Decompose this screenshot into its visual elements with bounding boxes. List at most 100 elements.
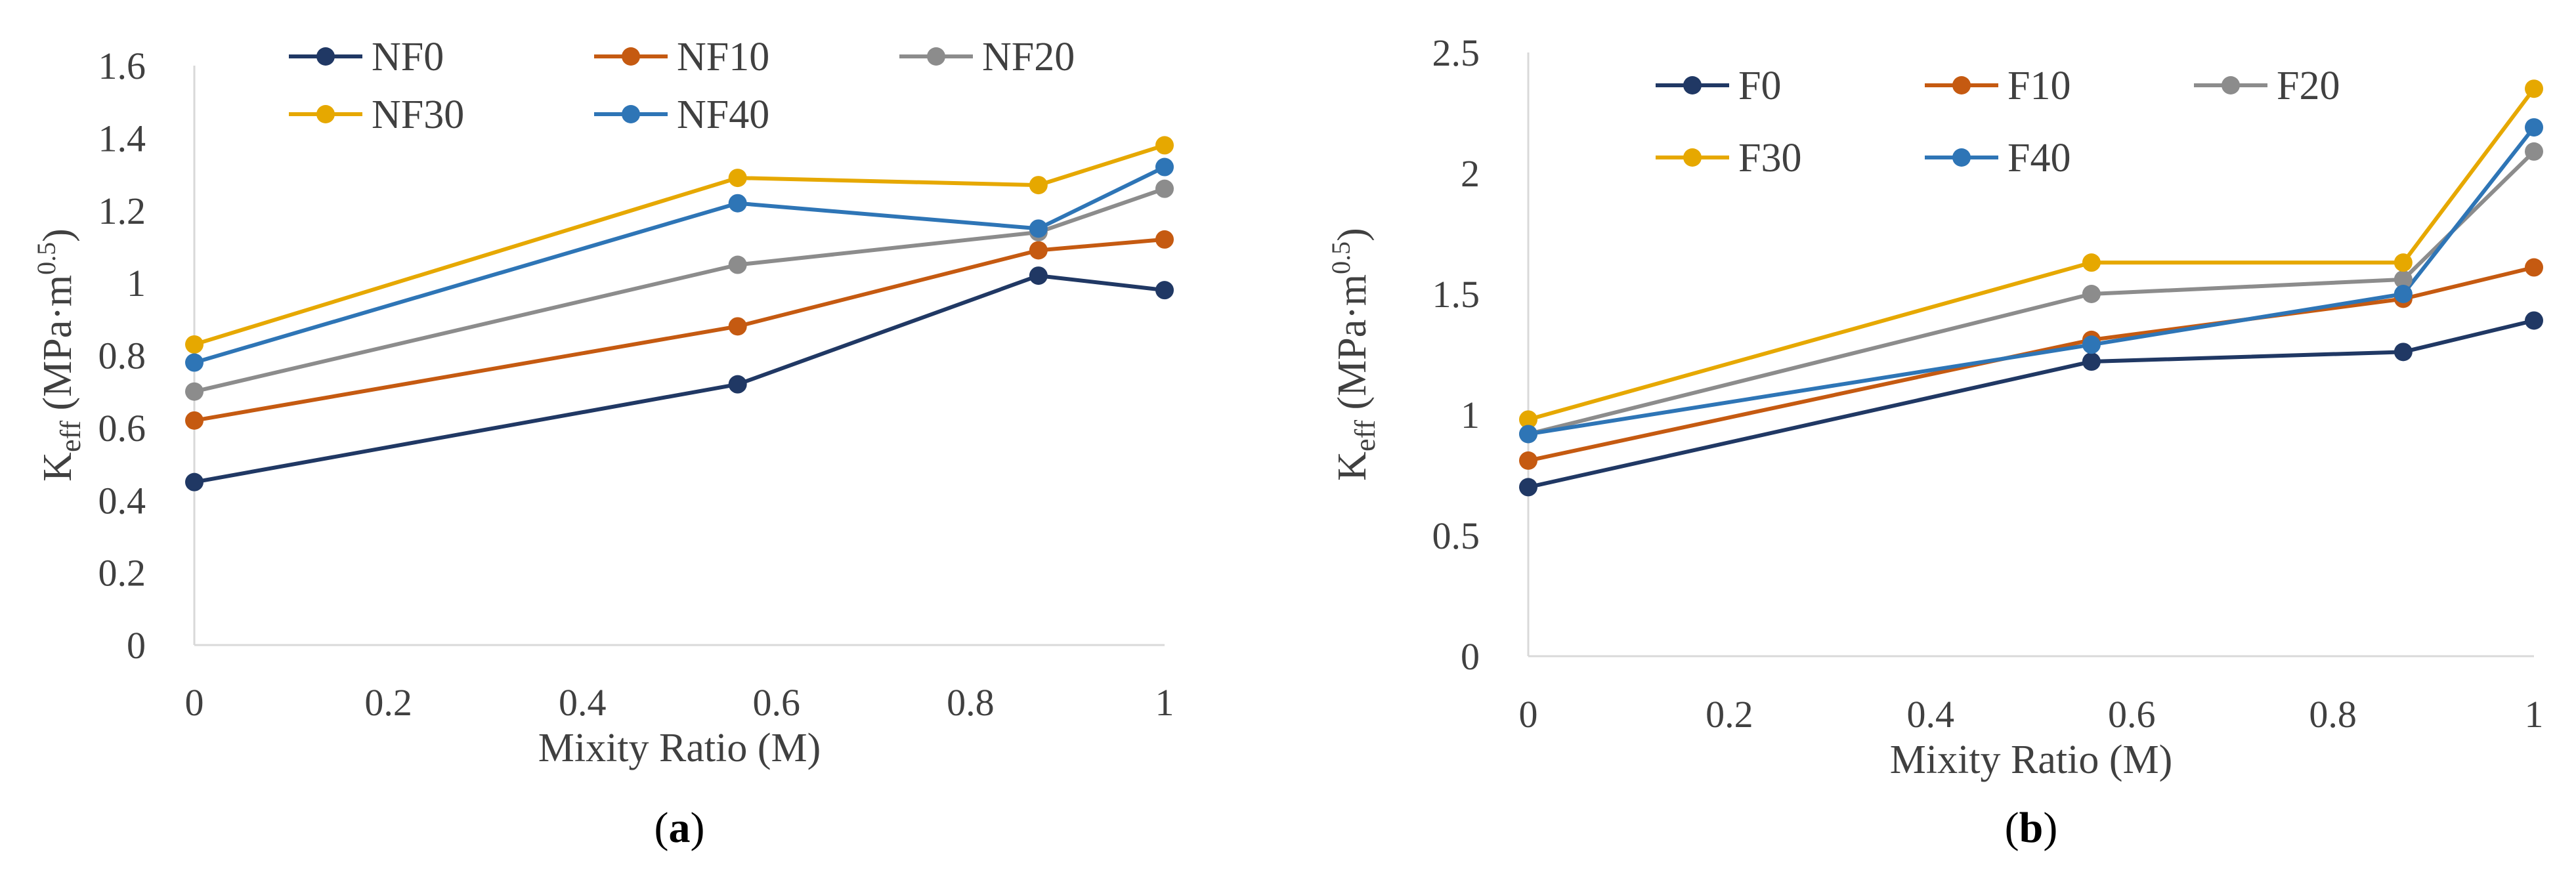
- data-point-nf30: [1155, 136, 1174, 155]
- y-tick-label: 0.6: [98, 407, 146, 449]
- legend-label-f0: F0: [1738, 64, 1781, 108]
- chart-panel-a: 0 0.2 0.4 0.6 0.8 1 1.2 1.4 1.6 0 0.2 0.4 0.6 0.8 1 Mix…: [32, 35, 1174, 852]
- series-line-nf10: [194, 237, 1165, 423]
- x-tick-label: 0.8: [2309, 693, 2357, 736]
- y-tick-label: 0.4: [98, 479, 146, 522]
- x-tick-label: 0.6: [753, 681, 801, 724]
- x-tick-label: 0.2: [364, 681, 412, 724]
- legend-marker-f20: [2222, 76, 2240, 94]
- data-point-nf30: [728, 169, 747, 188]
- legend-label-nf40: NF40: [677, 93, 769, 137]
- data-point-f0: [2082, 352, 2101, 371]
- data-point-f40: [2082, 335, 2101, 354]
- x-tick-label: 1: [1155, 681, 1174, 724]
- data-point-f30: [2082, 253, 2101, 272]
- y-axis-title-subscript: eff: [54, 421, 87, 452]
- caption-open: (: [2005, 804, 2019, 852]
- data-point-f0: [2525, 311, 2543, 330]
- legend-label-f40: F40: [2007, 136, 2071, 180]
- data-point-f30: [2525, 79, 2543, 98]
- chart-panel-b: 0 0.5 1 1.5 2 2.5 0 0.2 0.4 0.6 0.8 1 Mixity Ratio (…: [1288, 0, 2576, 878]
- legend-label-nf10: NF10: [677, 35, 769, 79]
- data-point-f20: [2525, 142, 2543, 161]
- data-point-nf20: [1155, 179, 1174, 198]
- x-tick-label: 0.6: [2108, 693, 2156, 736]
- y-tick-label: 1.6: [98, 45, 146, 87]
- data-point-f40: [2525, 118, 2543, 137]
- panel-caption: (b): [2005, 804, 2058, 852]
- series-line-nf40: [194, 165, 1166, 365]
- data-point-nf40: [185, 353, 204, 372]
- legend-label-nf20: NF20: [982, 35, 1075, 79]
- y-tick-label: 0: [127, 624, 146, 667]
- data-point-f20: [2082, 285, 2101, 303]
- x-tick-label: 0.4: [1907, 693, 1955, 736]
- legend-label-nf30: NF30: [372, 93, 464, 137]
- data-point-nf10: [1155, 230, 1174, 249]
- x-tick-label: 1: [2525, 693, 2544, 736]
- chart-a-svg: 0 0.2 0.4 0.6 0.8 1 1.2 1.4 1.6 0 0.2 0.4 0.6 0.8 1 Mix…: [32, 35, 1174, 852]
- caption-close: ): [2043, 804, 2057, 852]
- data-point-f10: [2525, 258, 2543, 277]
- data-point-nf0: [1029, 266, 1048, 285]
- caption-letter: b: [2019, 804, 2044, 852]
- data-point-nf0: [1155, 281, 1174, 300]
- data-point-f40: [2394, 285, 2413, 303]
- y-tick-label: 2.5: [1432, 31, 1480, 74]
- legend-marker-f0: [1683, 76, 1702, 94]
- y-tick-label: 1.4: [98, 117, 146, 159]
- y-tick-label: 0.5: [1432, 514, 1480, 557]
- y-tick-label: 1: [127, 262, 146, 304]
- data-point-f0: [2394, 343, 2413, 362]
- y-axis-title-close: ): [35, 228, 80, 242]
- y-axis-title-unit: (MPa·m: [1330, 274, 1375, 420]
- y-tick-label: 0.8: [98, 335, 146, 377]
- series-line-f20: [1528, 150, 2536, 436]
- y-axis-title-unit: (MPa·m: [35, 275, 80, 421]
- data-point-nf40: [728, 194, 747, 213]
- series-line-f0: [1528, 318, 2535, 490]
- panel-caption: (a): [655, 804, 705, 852]
- legend-label-f30: F30: [1738, 136, 1801, 180]
- series-line-nf30: [194, 143, 1165, 346]
- y-axis-title-main: K: [1330, 451, 1375, 481]
- legend-marker-nf0: [316, 47, 335, 66]
- x-axis-title: Mixity Ratio (M): [538, 726, 821, 770]
- legend-label-nf0: NF0: [372, 35, 444, 79]
- data-point-nf40: [1029, 219, 1048, 238]
- x-tick-label: 0.2: [1706, 693, 1753, 736]
- y-tick-label: 1: [1461, 394, 1480, 436]
- data-point-f30: [2394, 253, 2413, 272]
- y-axis-title-subscript: eff: [1349, 420, 1381, 451]
- y-axis-title-main: K: [35, 452, 80, 482]
- data-point-nf10: [1029, 241, 1048, 260]
- y-tick-label: 0: [1461, 635, 1480, 678]
- y-tick-label: 0.2: [98, 552, 146, 595]
- legend-marker-nf40: [622, 105, 640, 123]
- x-axis-title: Mixity Ratio (M): [1890, 738, 2173, 782]
- data-point-f30: [1519, 410, 1537, 429]
- legend-marker-nf10: [622, 47, 640, 66]
- chart-b-svg: 0 0.5 1 1.5 2 2.5 0 0.2 0.4 0.6 0.8 1 Mixity Ratio (…: [1326, 31, 2544, 852]
- series-line-nf20: [194, 186, 1165, 394]
- y-axis-title-close: ): [1330, 228, 1375, 241]
- y-axis-title-superscript: 0.5: [1326, 241, 1356, 274]
- data-point-nf40: [1155, 157, 1174, 177]
- legend-marker-f10: [1952, 76, 1971, 94]
- data-point-nf0: [185, 472, 204, 491]
- data-point-nf20: [728, 255, 747, 274]
- legend-marker-f30: [1683, 148, 1702, 167]
- legend-label-f20: F20: [2277, 64, 2340, 108]
- data-point-f0: [1519, 478, 1537, 497]
- y-axis-title: Keff (MPa·m0.5): [32, 228, 87, 482]
- caption-letter: a: [669, 804, 691, 852]
- y-axis-title: Keff (MPa·m0.5): [1326, 228, 1381, 481]
- legend-marker-nf30: [316, 105, 335, 123]
- data-point-f10: [1519, 451, 1537, 470]
- data-point-nf20: [185, 382, 204, 401]
- y-axis-title-superscript: 0.5: [32, 242, 61, 275]
- data-point-f40: [1519, 425, 1537, 444]
- data-point-nf0: [728, 375, 747, 394]
- y-tick-label: 1.2: [98, 190, 146, 232]
- x-tick-label: 0: [185, 681, 204, 724]
